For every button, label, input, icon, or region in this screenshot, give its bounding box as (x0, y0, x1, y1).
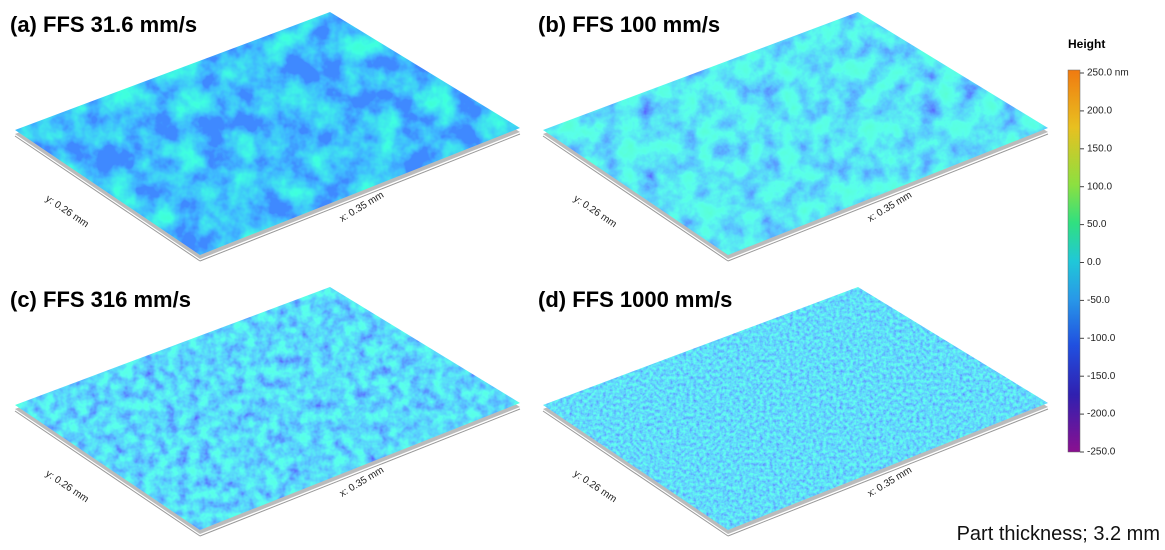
y-axis-label: y: 0.26 mm (571, 468, 618, 505)
colorbar-tick-label: 0.0 (1087, 257, 1101, 268)
y-axis-label: y: 0.26 mm (43, 193, 90, 230)
y-axis-label: y: 0.26 mm (43, 468, 90, 505)
axis-line (14, 135, 201, 262)
panel: (b) FFS 100 mm/sy: 0.26 mm x: 0.35 mm (538, 12, 1049, 262)
panel-title: (c) FFS 316 mm/s (10, 287, 191, 312)
colorbar-tick-label: 200.0 (1087, 106, 1112, 117)
axis-line (14, 410, 201, 537)
axis-line (542, 135, 729, 262)
panel: (d) FFS 1000 mm/sy: 0.26 mm x: 0.35 mm (538, 287, 1049, 537)
colorbar-tick-label: -200.0 (1087, 409, 1116, 420)
y-axis-label: y: 0.26 mm (571, 193, 618, 230)
colorbar-tick-label: -250.0 (1087, 447, 1116, 458)
axis-line (199, 408, 521, 537)
colorbar-tick-label: 50.0 (1087, 219, 1107, 230)
colorbar-tick-label: 250.0 nm (1087, 68, 1129, 79)
colorbar-tick-label: 150.0 (1087, 143, 1112, 154)
panel-title: (d) FFS 1000 mm/s (538, 287, 732, 312)
panel: (a) FFS 31.6 mm/sy: 0.26 mm x: 0.35 mm (10, 12, 521, 262)
panels: (a) FFS 31.6 mm/sy: 0.26 mm x: 0.35 mm(b)… (10, 12, 1049, 537)
colorbar-tick-label: -150.0 (1087, 371, 1116, 382)
panel: (c) FFS 316 mm/sy: 0.26 mm x: 0.35 mm (10, 287, 521, 537)
colorbar-tick-label: 100.0 (1087, 181, 1112, 192)
axis-line (542, 410, 729, 537)
axis-line (727, 408, 1049, 537)
panel-title: (a) FFS 31.6 mm/s (10, 12, 197, 37)
axis-line (727, 133, 1049, 262)
colorbar (1067, 69, 1081, 453)
axis-line (199, 133, 521, 262)
colorbar-tick-label: -100.0 (1087, 333, 1116, 344)
colorbar-ticks: 250.0 nm 200.0 150.0 100.0 50.0 0.0 -50.0 -100.… (1080, 68, 1129, 458)
footnote: Part thickness; 3.2 mm (957, 523, 1160, 545)
colorbar-tick-label: -50.0 (1087, 295, 1110, 306)
panel-title: (b) FFS 100 mm/s (538, 12, 720, 37)
colorbar-title: Height (1068, 37, 1105, 51)
